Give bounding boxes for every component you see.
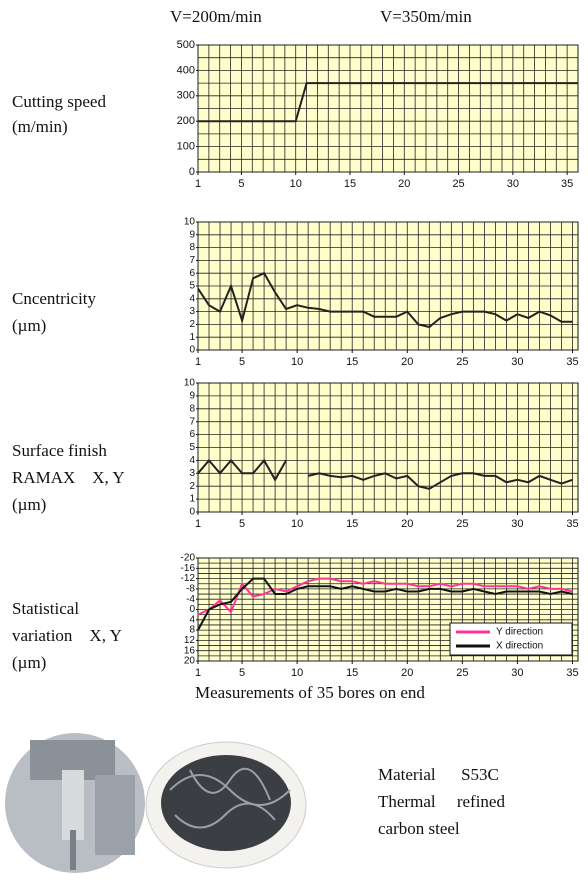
row-label: RAMAX X, Y (12, 468, 125, 487)
chips-photo (145, 741, 307, 869)
y-tick-label: 4 (189, 614, 195, 625)
y-tick-label: 4 (189, 455, 195, 466)
x-tick-label: 25 (456, 667, 468, 679)
x-tick-label: 25 (456, 518, 468, 530)
x-tick-label: 35 (566, 518, 578, 530)
y-tick-label: 5 (189, 281, 195, 292)
x-tick-label: 15 (344, 178, 356, 190)
x-tick-label: 25 (456, 356, 468, 368)
legend: Y direction X direction (449, 622, 573, 656)
y-tick-label: 0 (189, 166, 195, 178)
y-tick-label: 8 (189, 625, 195, 636)
row-label: Cncentricity (12, 289, 97, 308)
row-label: (µm) (12, 495, 46, 514)
row-label: (µm) (12, 653, 46, 672)
x-tick-label: 5 (239, 518, 245, 530)
x-tick-label: 10 (291, 518, 303, 530)
y-tick-label: 1 (189, 332, 195, 343)
x-tick-label: 15 (346, 356, 358, 368)
x-tick-label: 10 (291, 356, 303, 368)
y-tick-label: 12 (184, 635, 196, 646)
row-label: Statistical (12, 599, 79, 618)
y-tick-label: 7 (189, 255, 195, 266)
y-tick-label: 0 (189, 604, 195, 615)
y-tick-label: 100 (177, 141, 195, 153)
y-tick-label: 16 (184, 645, 196, 656)
x-tick-label: 30 (511, 518, 523, 530)
legend-box (449, 622, 573, 656)
x-tick-label: 35 (566, 667, 578, 679)
x-tick-label: 20 (401, 356, 413, 368)
x-tick-label: 1 (195, 178, 201, 190)
y-tick-label: 400 (177, 64, 195, 76)
y-tick-label: -4 (186, 594, 195, 605)
x-tick-label: 30 (511, 356, 523, 368)
y-tick-label: -8 (186, 584, 195, 595)
row-label: (µm) (12, 316, 46, 335)
x-tick-label: 5 (239, 356, 245, 368)
y-tick-label: 1 (189, 494, 195, 505)
row-label: (m/min) (12, 117, 68, 136)
x-tick-label: 1 (195, 518, 201, 530)
x-tick-label: 5 (238, 178, 244, 190)
x-tick-label: 10 (291, 667, 303, 679)
y-tick-label: 200 (177, 115, 195, 127)
caption-line: carbon steel (378, 819, 460, 838)
y-tick-label: 3 (189, 306, 195, 317)
x-tick-label: 30 (507, 178, 519, 190)
legend-label: Y direction (496, 627, 543, 638)
y-tick-label: 6 (189, 268, 195, 279)
data-line (197, 577, 573, 631)
x-tick-label: 25 (452, 178, 464, 190)
y-tick-label: 9 (189, 391, 195, 402)
x-tick-label: 1 (195, 667, 201, 679)
x-tick-label: 1 (195, 356, 201, 368)
y-tick-label: -12 (181, 573, 196, 584)
x-tick-label: 20 (401, 518, 413, 530)
caption-line: Material S53C (378, 765, 499, 784)
data-line (197, 577, 573, 616)
data-line (197, 271, 573, 329)
x-tick-label: 35 (566, 356, 578, 368)
machine-photo (5, 733, 145, 873)
y-tick-label: 6 (189, 429, 195, 440)
y-tick-label: 5 (189, 442, 195, 453)
y-tick-label: 4 (189, 293, 195, 304)
y-tick-label: 0 (189, 507, 195, 518)
x-tick-label: 30 (511, 667, 523, 679)
annotation: V=350m/min (380, 7, 472, 26)
row-label: Cutting speed (12, 92, 106, 111)
x-tick-label: 20 (401, 667, 413, 679)
y-tick-label: 9 (189, 229, 195, 240)
y-tick-label: 10 (184, 378, 196, 389)
row-label: variation X, Y (12, 626, 122, 645)
y-tick-label: 2 (189, 319, 195, 330)
data-line (198, 82, 578, 123)
row-label: Surface finish (12, 441, 107, 460)
x-tick-label: 15 (346, 667, 358, 679)
y-tick-label: 3 (189, 468, 195, 479)
annotation: V=200m/min (170, 7, 262, 26)
caption-line: Thermal refined (378, 792, 505, 811)
legend-label: X direction (496, 641, 543, 652)
x-tick-label: 15 (346, 518, 358, 530)
y-tick-label: 20 (184, 656, 196, 667)
x-tick-label: 10 (290, 178, 302, 190)
x-tick-label: 20 (398, 178, 410, 190)
y-tick-label: 0 (189, 345, 195, 356)
y-tick-label: 2 (189, 481, 195, 492)
y-tick-label: 8 (189, 242, 195, 253)
x-tick-label: 5 (239, 667, 245, 679)
x-axis-title: Measurements of 35 bores on end (195, 683, 425, 702)
data-line (197, 458, 573, 490)
y-tick-label: 10 (184, 217, 196, 228)
y-tick-label: 300 (177, 90, 195, 102)
y-tick-label: 7 (189, 416, 195, 427)
y-tick-label: 8 (189, 403, 195, 414)
y-tick-label: -20 (181, 553, 196, 564)
x-tick-label: 35 (561, 178, 573, 190)
y-tick-label: 500 (177, 39, 195, 51)
y-tick-label: -16 (181, 563, 196, 574)
